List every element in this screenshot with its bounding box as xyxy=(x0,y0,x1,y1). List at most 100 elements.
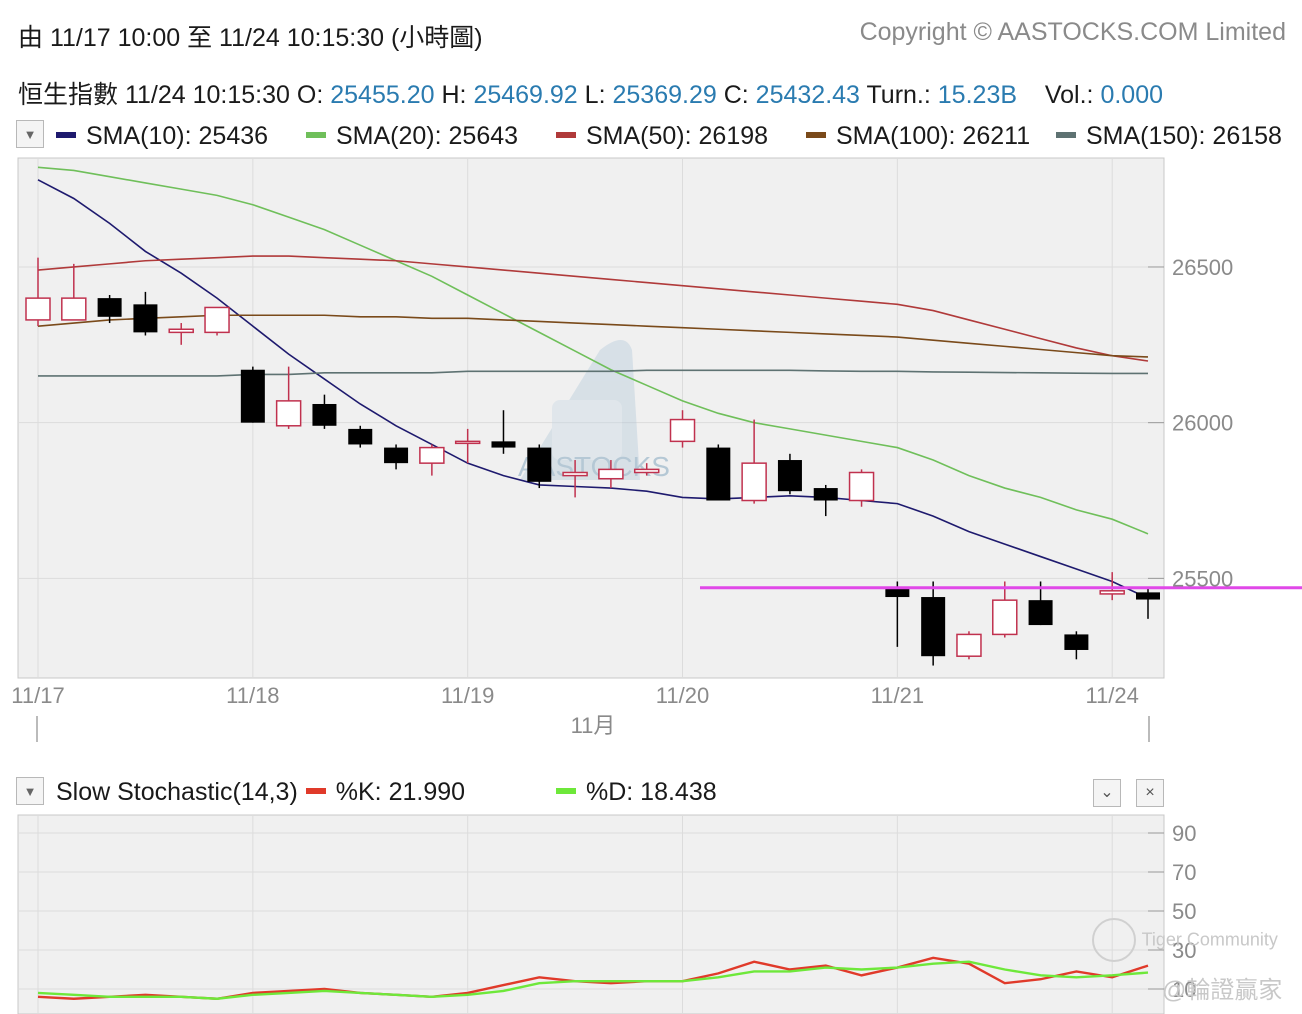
aastocks-logo-watermark xyxy=(520,340,640,480)
candle xyxy=(885,581,910,647)
x-tick-label: 11/17 xyxy=(11,683,64,708)
quote-bar: 恒生指數 11/24 10:15:30 O: 25455.20 H: 25469… xyxy=(18,75,1163,111)
x-tick-label: 11/19 xyxy=(441,683,494,708)
close-value: 25432.43 xyxy=(755,81,860,109)
candle xyxy=(97,295,122,324)
candle xyxy=(813,484,838,517)
candle-body xyxy=(419,446,445,464)
author-watermark: @輪證贏家 xyxy=(1162,977,1283,1004)
candle-body xyxy=(921,597,946,657)
stoch-y-tick-label: 90 xyxy=(1172,821,1196,846)
stoch-y-tick-label: 30 xyxy=(1172,938,1196,963)
main-chart-dropdown-button[interactable]: ▼ xyxy=(16,120,44,148)
candle-body xyxy=(1136,592,1160,600)
stoch-y-tick-label: 50 xyxy=(1172,899,1196,924)
d-label: %D: 18.438 xyxy=(586,778,717,806)
candle-body xyxy=(348,428,373,445)
y-tick-label: 26000 xyxy=(1172,411,1233,436)
candle xyxy=(1099,572,1125,601)
high-value: 25469.92 xyxy=(473,81,578,109)
candle xyxy=(1064,631,1089,660)
candle-body xyxy=(454,440,481,445)
stoch-line-d xyxy=(37,960,1149,1000)
x-month-label: 11月 xyxy=(571,713,616,738)
stoch-y-tick-label: 10 xyxy=(1172,977,1196,1002)
sma50-legend: SMA(50): 26198 xyxy=(556,122,768,151)
turnover-label: Turn.: xyxy=(866,81,931,109)
high-label: H: xyxy=(441,81,467,109)
candle-body xyxy=(312,403,337,426)
x-tick-label: 11/18 xyxy=(226,683,279,708)
sma-line-sma10 xyxy=(37,179,1149,600)
date-range: 由 11/17 10:00 至 11/24 10:15:30 (小時圖) xyxy=(18,24,483,52)
sma-line-sma20 xyxy=(37,166,1149,535)
candle-body xyxy=(527,447,552,482)
candle-body xyxy=(240,369,265,423)
close-icon[interactable]: × xyxy=(1136,779,1164,807)
turnover-value: 15.23B xyxy=(937,81,1018,109)
candle xyxy=(419,444,445,476)
sma50-swatch xyxy=(556,132,576,139)
candle xyxy=(1136,587,1160,619)
tiger-logo-icon xyxy=(1092,918,1136,962)
open-label: O: xyxy=(296,81,324,109)
candle-body xyxy=(706,447,731,501)
candle-body xyxy=(848,471,875,502)
candle xyxy=(1028,581,1053,626)
candle xyxy=(956,631,982,660)
candle-body xyxy=(204,306,230,334)
stoch-dropdown-button[interactable]: ▼ xyxy=(16,777,44,805)
candle-body xyxy=(491,441,516,448)
candle-body xyxy=(25,297,51,321)
sma150-swatch xyxy=(1056,132,1076,139)
candle xyxy=(240,366,265,423)
candle xyxy=(921,581,946,666)
candle-body xyxy=(992,599,1018,636)
candle xyxy=(992,581,1018,638)
y-tick-label: 26500 xyxy=(1172,255,1233,280)
candle xyxy=(527,444,552,489)
x-tick-label: 11/21 xyxy=(871,683,924,708)
open-value: 25455.20 xyxy=(330,81,435,109)
candle-body xyxy=(97,298,122,317)
sma-line-sma50 xyxy=(37,255,1149,362)
stoch-legend: Slow Stochastic(14,3) %K: 21.990 %D: 18.4… xyxy=(56,778,717,807)
candle xyxy=(491,410,516,454)
candle xyxy=(61,263,87,321)
sma150-label: SMA(150): 26158 xyxy=(1086,122,1282,150)
sma20-label: SMA(20): 25643 xyxy=(336,122,519,150)
candle-body xyxy=(384,447,409,464)
price-panel xyxy=(17,157,1165,679)
sma150-legend: SMA(150): 26158 xyxy=(1056,122,1282,151)
sma100-label: SMA(100): 26211 xyxy=(836,122,1031,150)
candle-body xyxy=(956,633,982,657)
candle-body xyxy=(133,304,158,333)
volume-label: Vol.: xyxy=(1044,81,1094,109)
sma-line-sma150 xyxy=(38,369,1148,377)
candle xyxy=(741,419,767,504)
candle xyxy=(777,453,802,495)
y-tick-label: 25500 xyxy=(1172,566,1233,591)
sma100-legend: SMA(100): 26211 xyxy=(806,122,1030,151)
x-tick-label: 11/20 xyxy=(656,683,709,708)
candle xyxy=(669,410,696,448)
collapse-chevron-icon[interactable]: ⌄ xyxy=(1093,779,1121,807)
candle xyxy=(562,460,588,498)
candle-body xyxy=(562,471,588,477)
candle xyxy=(312,394,337,429)
candle xyxy=(275,366,302,429)
d-swatch xyxy=(556,788,576,795)
k-label: %K: 21.990 xyxy=(335,778,466,806)
candle xyxy=(598,460,624,489)
candle xyxy=(454,428,481,464)
stoch-title: Slow Stochastic(14,3) xyxy=(56,778,298,806)
candle xyxy=(204,306,230,336)
candle-body xyxy=(885,587,910,598)
close-label: C: xyxy=(723,81,749,109)
candle xyxy=(706,444,731,501)
candle xyxy=(168,323,194,345)
sma50-label: SMA(50): 26198 xyxy=(586,122,769,150)
candle xyxy=(25,257,51,327)
candle-body xyxy=(61,297,87,321)
candle xyxy=(384,444,409,470)
